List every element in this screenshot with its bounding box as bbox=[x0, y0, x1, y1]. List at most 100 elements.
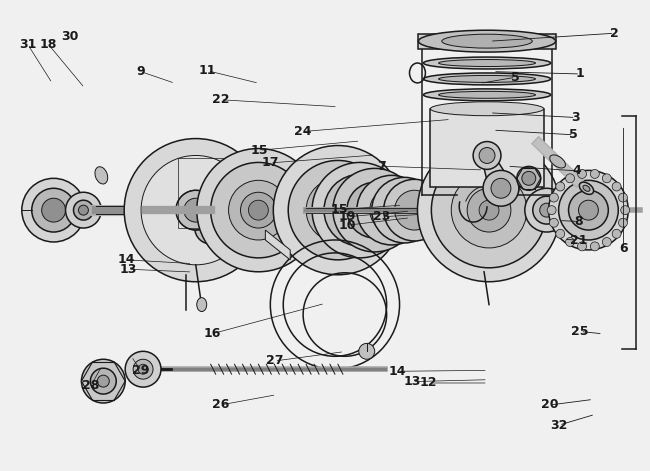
Circle shape bbox=[90, 368, 116, 394]
Circle shape bbox=[479, 200, 499, 220]
Circle shape bbox=[333, 169, 417, 252]
Ellipse shape bbox=[439, 75, 536, 82]
Text: 13: 13 bbox=[404, 375, 421, 388]
Circle shape bbox=[79, 205, 88, 215]
Circle shape bbox=[569, 190, 608, 230]
Text: 6: 6 bbox=[619, 242, 628, 255]
Text: 8: 8 bbox=[574, 215, 582, 228]
Circle shape bbox=[525, 188, 569, 232]
Circle shape bbox=[320, 192, 356, 228]
Text: 24: 24 bbox=[294, 125, 311, 138]
Ellipse shape bbox=[439, 91, 536, 98]
Text: 1: 1 bbox=[576, 67, 584, 81]
Text: 3: 3 bbox=[571, 111, 580, 124]
Circle shape bbox=[621, 206, 630, 215]
Circle shape bbox=[547, 206, 556, 215]
Circle shape bbox=[612, 182, 621, 191]
Ellipse shape bbox=[439, 59, 536, 66]
Circle shape bbox=[138, 364, 148, 374]
Ellipse shape bbox=[475, 144, 499, 167]
Circle shape bbox=[42, 198, 66, 222]
Circle shape bbox=[451, 172, 526, 248]
Text: 17: 17 bbox=[261, 156, 279, 170]
Circle shape bbox=[124, 138, 267, 282]
Text: 30: 30 bbox=[61, 30, 79, 43]
Circle shape bbox=[479, 147, 495, 163]
Circle shape bbox=[22, 179, 85, 242]
Circle shape bbox=[549, 193, 558, 202]
Circle shape bbox=[384, 179, 445, 241]
Ellipse shape bbox=[442, 34, 532, 48]
Text: 20: 20 bbox=[541, 398, 558, 412]
Circle shape bbox=[141, 155, 250, 265]
Text: 29: 29 bbox=[132, 364, 150, 377]
Polygon shape bbox=[419, 34, 556, 49]
Circle shape bbox=[240, 192, 276, 228]
Text: 7: 7 bbox=[378, 160, 386, 173]
Circle shape bbox=[197, 148, 320, 272]
Circle shape bbox=[578, 170, 586, 179]
Circle shape bbox=[98, 375, 109, 387]
Text: 2: 2 bbox=[610, 27, 619, 40]
Text: 12: 12 bbox=[420, 376, 437, 390]
Ellipse shape bbox=[430, 102, 543, 116]
Circle shape bbox=[81, 359, 125, 403]
Circle shape bbox=[603, 174, 611, 183]
Circle shape bbox=[566, 237, 575, 246]
Ellipse shape bbox=[423, 89, 551, 101]
Text: 10: 10 bbox=[339, 219, 356, 232]
Circle shape bbox=[184, 198, 208, 222]
Circle shape bbox=[73, 200, 94, 220]
Polygon shape bbox=[482, 153, 512, 193]
Circle shape bbox=[357, 175, 426, 245]
Circle shape bbox=[556, 229, 565, 238]
Text: 5: 5 bbox=[512, 71, 520, 84]
Polygon shape bbox=[265, 230, 290, 260]
Text: 25: 25 bbox=[571, 325, 589, 338]
Text: 19: 19 bbox=[339, 210, 356, 223]
Circle shape bbox=[517, 166, 541, 190]
Text: 15: 15 bbox=[250, 144, 268, 157]
Circle shape bbox=[372, 178, 437, 243]
Circle shape bbox=[347, 182, 402, 238]
Circle shape bbox=[211, 162, 306, 258]
Circle shape bbox=[32, 188, 75, 232]
Circle shape bbox=[340, 190, 380, 230]
Circle shape bbox=[312, 162, 408, 258]
Circle shape bbox=[395, 190, 434, 230]
Text: 32: 32 bbox=[550, 419, 567, 431]
Text: 13: 13 bbox=[119, 263, 136, 276]
Circle shape bbox=[558, 180, 618, 240]
Circle shape bbox=[549, 218, 558, 227]
Circle shape bbox=[540, 203, 554, 217]
Text: 31: 31 bbox=[19, 38, 36, 51]
Circle shape bbox=[578, 242, 586, 251]
Ellipse shape bbox=[550, 155, 566, 168]
Circle shape bbox=[491, 179, 511, 198]
Circle shape bbox=[201, 218, 220, 238]
Circle shape bbox=[612, 229, 621, 238]
Ellipse shape bbox=[480, 148, 494, 162]
Circle shape bbox=[590, 170, 599, 179]
Ellipse shape bbox=[423, 57, 551, 69]
Circle shape bbox=[176, 190, 216, 230]
Text: 16: 16 bbox=[203, 327, 220, 341]
Circle shape bbox=[133, 359, 153, 379]
Circle shape bbox=[66, 192, 101, 228]
Circle shape bbox=[578, 200, 599, 220]
Text: 26: 26 bbox=[212, 398, 229, 412]
Circle shape bbox=[556, 182, 565, 191]
Circle shape bbox=[273, 146, 402, 275]
Circle shape bbox=[384, 189, 425, 231]
Circle shape bbox=[359, 343, 374, 359]
Circle shape bbox=[306, 179, 370, 242]
Text: 18: 18 bbox=[40, 38, 57, 51]
Ellipse shape bbox=[423, 73, 551, 85]
Ellipse shape bbox=[579, 182, 593, 195]
Text: 23: 23 bbox=[373, 210, 391, 223]
Circle shape bbox=[483, 171, 519, 206]
Circle shape bbox=[619, 193, 627, 202]
Circle shape bbox=[417, 138, 560, 282]
Circle shape bbox=[288, 161, 387, 260]
Text: 9: 9 bbox=[136, 65, 145, 78]
